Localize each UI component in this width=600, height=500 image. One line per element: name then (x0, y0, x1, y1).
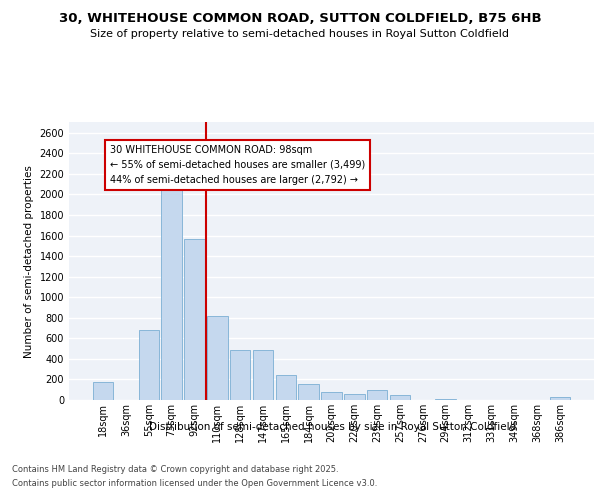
Bar (367, 390, 388, 400)
Y-axis label: Number of semi-detached properties: Number of semi-detached properties (24, 165, 34, 358)
Bar (390, 395, 410, 400)
Bar (161, 181, 182, 400)
Text: 30, WHITEHOUSE COMMON ROAD, SUTTON COLDFIELD, B75 6HB: 30, WHITEHOUSE COMMON ROAD, SUTTON COLDF… (59, 12, 541, 26)
Bar (550, 397, 570, 400)
Bar (321, 392, 342, 400)
Bar (436, 399, 456, 400)
Text: Distribution of semi-detached houses by size in Royal Sutton Coldfield: Distribution of semi-detached houses by … (149, 422, 517, 432)
Text: 30 WHITEHOUSE COMMON ROAD: 98sqm
← 55% of semi-detached houses are smaller (3,49: 30 WHITEHOUSE COMMON ROAD: 98sqm ← 55% o… (110, 145, 365, 184)
Bar (93, 382, 113, 400)
Bar (139, 330, 159, 400)
Bar (253, 350, 273, 400)
Bar (344, 394, 365, 400)
Text: Contains public sector information licensed under the Open Government Licence v3: Contains public sector information licen… (12, 479, 377, 488)
Bar (207, 316, 227, 400)
Bar (298, 384, 319, 400)
Text: Contains HM Land Registry data © Crown copyright and database right 2025.: Contains HM Land Registry data © Crown c… (12, 465, 338, 474)
Bar (184, 238, 205, 400)
Bar (275, 376, 296, 400)
Text: Size of property relative to semi-detached houses in Royal Sutton Coldfield: Size of property relative to semi-detach… (91, 29, 509, 39)
Bar (230, 350, 250, 400)
